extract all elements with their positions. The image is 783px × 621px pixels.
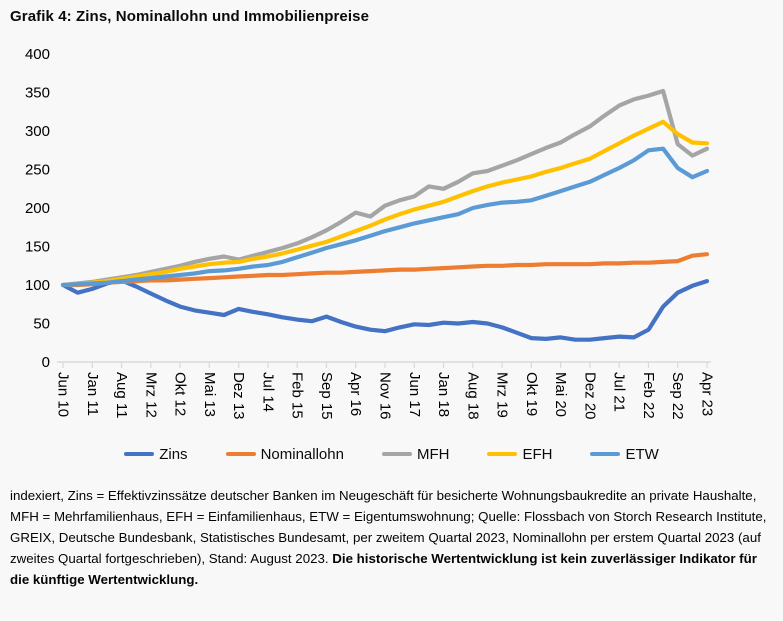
legend-swatch-zins <box>124 451 155 457</box>
series-line-nominallohn <box>60 252 710 288</box>
x-axis-label: Aug 18 <box>464 372 481 420</box>
x-axis-label: Okt 12 <box>172 372 189 416</box>
x-axis-label: Mrz 12 <box>142 372 159 418</box>
x-axis-label: Nov 16 <box>377 372 394 420</box>
x-axis-label: Feb 22 <box>640 372 657 419</box>
series-line-efh <box>60 119 710 288</box>
y-axis-label: 400 <box>25 46 50 63</box>
footnote-text: indexiert, Zins = Effektivzinssätze deut… <box>10 488 767 566</box>
legend-swatch-etw <box>590 451 621 457</box>
legend-label: Zins <box>159 445 188 463</box>
x-axis-label: Jul 21 <box>611 372 628 412</box>
legend-item-nominallohn: Nominallohn <box>225 445 344 463</box>
x-axis-label: Sep 22 <box>669 372 686 420</box>
legend-item-efh: EFH <box>487 446 552 463</box>
x-axis-label: Dez 20 <box>581 372 598 420</box>
legend-swatch-nominallohn <box>225 451 256 457</box>
series-line-etw <box>60 146 710 288</box>
legend-label: ETW <box>625 445 659 463</box>
y-axis-label: 200 <box>25 200 50 217</box>
x-axis-label: Feb 15 <box>289 372 306 419</box>
x-axis-label: Jul 14 <box>259 372 276 412</box>
footnote: indexiert, Zins = Effektivzinssätze deut… <box>10 485 775 590</box>
x-axis-label: Jun 10 <box>55 372 72 417</box>
legend-swatch-efh <box>487 451 518 457</box>
legend: Zins Nominallohn MFH EFH ETW <box>0 441 783 467</box>
y-axis-label: 250 <box>25 162 50 179</box>
x-axis-label: Jan 18 <box>435 372 452 417</box>
y-axis-label: 50 <box>33 316 50 333</box>
series-line-mfh <box>60 88 710 288</box>
x-axis-label: Apr 16 <box>347 372 364 416</box>
x-axis-label: Mai 13 <box>201 372 218 417</box>
y-axis-label: 0 <box>42 354 50 371</box>
x-axis-label: Apr 23 <box>699 372 716 416</box>
chart-title: Grafik 4: Zins, Nominallohn und Immobili… <box>10 8 370 25</box>
legend-label: EFH <box>522 445 553 463</box>
x-axis-label: Dez 13 <box>230 372 247 420</box>
footnote-disclaimer: Die historische Wertentwicklung ist kein… <box>10 551 757 587</box>
x-axis-label: Mrz 19 <box>494 372 511 418</box>
x-axis-label: Jun 17 <box>406 372 423 417</box>
x-axis-label: Mai 20 <box>552 372 569 417</box>
y-axis-label: 100 <box>25 277 50 294</box>
legend-label: MFH <box>416 445 450 463</box>
x-axis-label: Okt 19 <box>523 372 540 416</box>
legend-label: Nominallohn <box>260 445 344 463</box>
y-axis-label: 350 <box>25 85 50 102</box>
y-axis-label: 300 <box>25 123 50 140</box>
legend-item-etw: ETW <box>590 445 659 463</box>
series-line-zins <box>60 278 710 342</box>
legend-item-mfh: MFH <box>381 445 450 463</box>
legend-swatch-mfh <box>381 451 412 457</box>
x-axis-label: Sep 15 <box>318 372 335 420</box>
legend-item-zins: Zins <box>124 445 188 463</box>
x-axis-label: Aug 11 <box>113 372 130 418</box>
line-chart: 0 50 100 150 200 250 300 350 400 Jun 10 Jan 11 Aug … <box>25 46 716 420</box>
y-axis-label: 150 <box>25 239 50 256</box>
x-axis-label: Jan 11 <box>84 372 101 416</box>
